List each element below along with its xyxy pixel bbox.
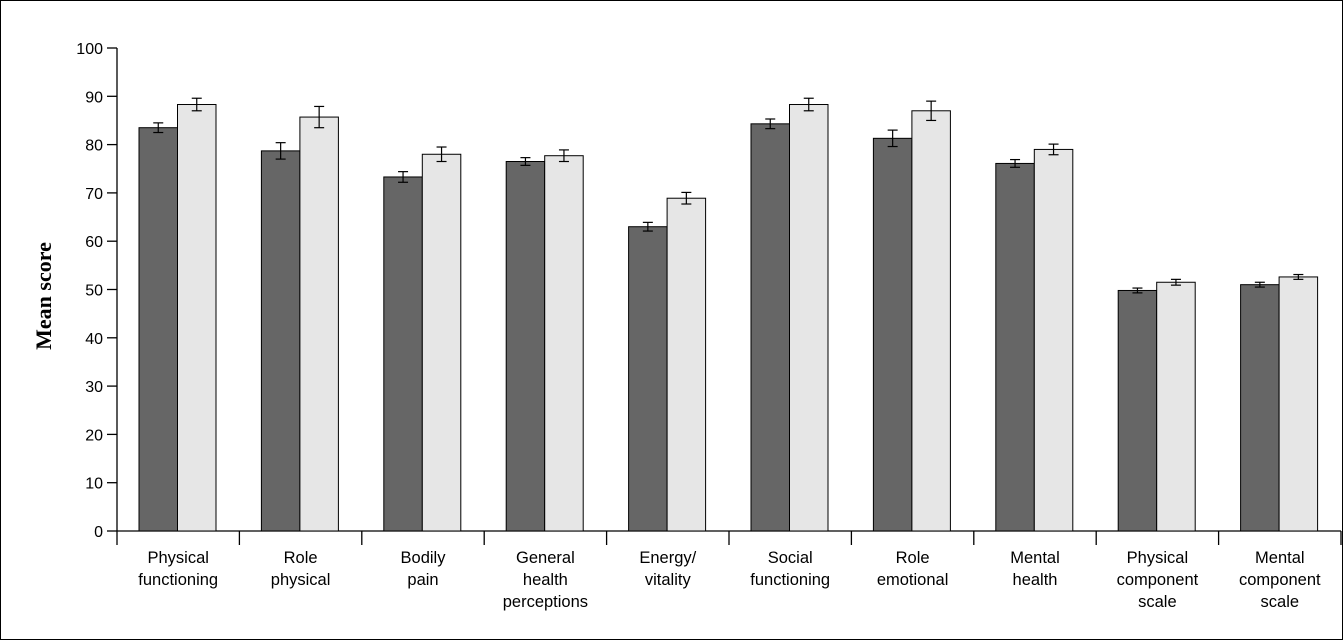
bar xyxy=(383,176,423,532)
x-category-label: Physical component scale xyxy=(1117,549,1199,611)
bar xyxy=(138,127,178,532)
error-bar xyxy=(681,191,692,205)
bar xyxy=(995,162,1035,532)
bar xyxy=(1156,281,1196,532)
x-category-label: Energy/vitality xyxy=(639,549,696,589)
bar xyxy=(1278,276,1319,532)
bar xyxy=(750,123,790,532)
error-bar xyxy=(887,129,898,148)
error-bar xyxy=(275,142,286,160)
error-bar xyxy=(558,149,569,163)
y-tick-label: 20 xyxy=(85,427,103,444)
error-bar xyxy=(1010,158,1021,168)
x-axis: Physical functioning Role physical Bodily pai… xyxy=(116,530,1342,611)
error-bar xyxy=(1293,273,1304,280)
y-tick-label: 50 xyxy=(85,283,103,300)
x-category-label: Physical functioning xyxy=(138,549,218,589)
error-bar xyxy=(1048,143,1059,156)
bar xyxy=(872,137,913,532)
y-tick-label: 100 xyxy=(76,41,103,58)
y-tick-label: 30 xyxy=(85,379,103,396)
error-bar xyxy=(642,221,653,232)
error-bar xyxy=(803,97,814,112)
bar xyxy=(1240,284,1280,532)
bar xyxy=(421,153,462,532)
error-bars xyxy=(153,97,1304,294)
error-bar xyxy=(520,157,531,166)
x-category-label: Role physical xyxy=(271,549,331,589)
y-tick-label: 10 xyxy=(85,476,103,493)
bar xyxy=(177,104,217,532)
y-tick-label: 60 xyxy=(85,234,103,251)
error-bar xyxy=(765,118,776,130)
bar xyxy=(911,110,951,532)
y-axis-title: Mean score xyxy=(31,242,56,350)
error-bar xyxy=(314,105,325,129)
bar xyxy=(544,155,584,532)
x-category-label: Role emotional xyxy=(877,549,949,589)
bar xyxy=(666,197,707,532)
x-category-label: Social functioning xyxy=(750,549,830,589)
error-bar xyxy=(1132,287,1143,294)
y-tick-label: 80 xyxy=(85,138,103,155)
y-axis: 0 10 20 30 40 50 60 70 80 90 100 xyxy=(76,41,118,541)
error-bar xyxy=(926,100,937,122)
bar xyxy=(1117,289,1158,532)
bar xyxy=(260,150,301,532)
bar xyxy=(299,116,339,532)
error-bar xyxy=(436,146,447,163)
y-tick-label: 40 xyxy=(85,331,103,348)
y-tick-label: 0 xyxy=(94,524,103,541)
bar xyxy=(628,226,668,532)
error-bar xyxy=(398,171,409,183)
x-category-label: Mental component scale xyxy=(1239,549,1321,611)
x-category-label: General health perceptions xyxy=(503,549,588,611)
y-tick-label: 70 xyxy=(85,186,103,203)
y-tick-label: 90 xyxy=(85,89,103,106)
x-category-label: Mental health xyxy=(1010,549,1060,589)
x-category-label: Bodily pain xyxy=(401,549,447,589)
bars xyxy=(138,104,1319,532)
bar xyxy=(505,161,546,532)
error-bar xyxy=(191,97,202,112)
error-bar xyxy=(1170,278,1181,286)
bar xyxy=(789,104,829,532)
error-bar xyxy=(1254,281,1265,288)
bar xyxy=(1033,148,1074,532)
error-bar xyxy=(153,122,164,134)
